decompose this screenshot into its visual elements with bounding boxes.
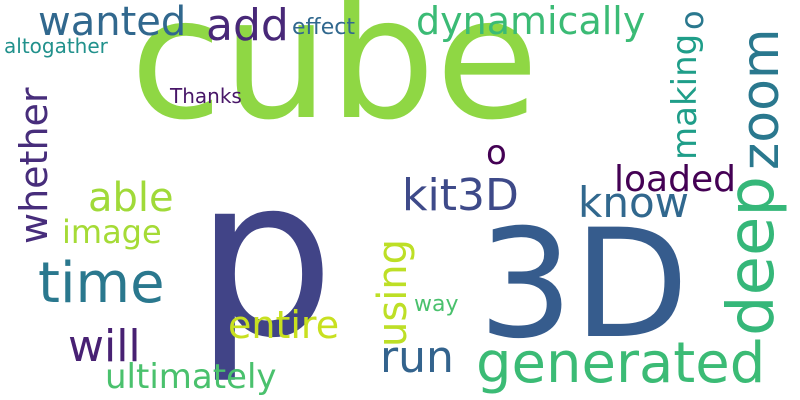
word-whether-vertical: whether <box>12 87 56 244</box>
word-will: will <box>68 321 141 372</box>
word-able: able <box>88 175 174 221</box>
word-image: image <box>62 213 162 251</box>
word-making-vertical: making <box>665 33 705 160</box>
word-dynamically: dynamically <box>416 0 646 43</box>
word-o: o <box>486 133 507 173</box>
word-generated: generated <box>476 331 766 396</box>
word-wanted: wanted <box>38 0 187 45</box>
word-o-vertical: o <box>673 10 711 30</box>
word-know: know <box>578 178 689 227</box>
word-3d: 3D <box>478 198 689 372</box>
word-cube: cube <box>130 0 539 157</box>
word-entire: entire <box>228 303 340 347</box>
word-using-vertical: using <box>370 238 416 347</box>
word-loaded: loaded <box>614 159 736 200</box>
word-thanks: Thanks <box>170 84 242 108</box>
word-effect: effect <box>292 15 355 40</box>
word-time: time <box>38 251 165 316</box>
word-p: p <box>195 130 335 386</box>
word-run: run <box>380 332 454 383</box>
word-kit3d: kit3D <box>402 170 519 221</box>
word-deep-vertical: deep <box>715 176 789 336</box>
word-way: way <box>414 292 459 317</box>
word-add: add <box>206 0 289 51</box>
word-altogather: altogather <box>4 34 108 58</box>
word-zoom-vertical: zoom <box>731 28 791 170</box>
word-ultimately: ultimately <box>105 357 277 397</box>
